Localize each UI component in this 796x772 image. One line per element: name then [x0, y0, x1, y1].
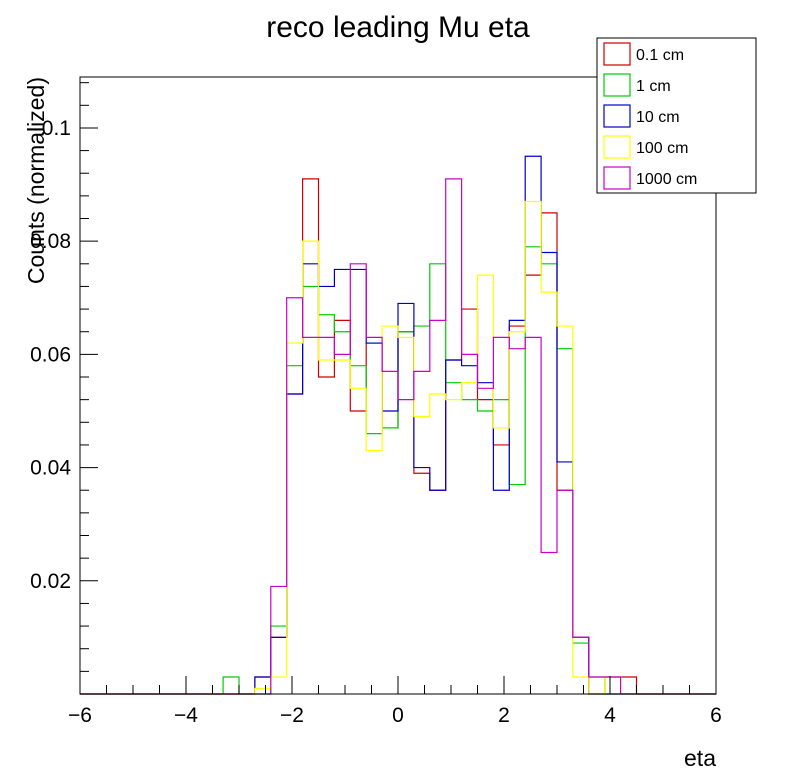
- x-tick-label: 6: [710, 704, 722, 727]
- legend-label: 1 cm: [636, 78, 671, 95]
- x-tick-label: 2: [498, 704, 510, 727]
- legend-swatch: [603, 135, 631, 159]
- plot-frame: [79, 76, 717, 695]
- series-line-0: [80, 178, 716, 695]
- legend-label: 100 cm: [636, 140, 688, 157]
- x-tick-labels: −6 −4 −2 0 2 4 6: [68, 704, 722, 727]
- x-tick-label: −4: [174, 704, 198, 727]
- y-tick-label: 0.08: [30, 230, 71, 253]
- series-lines: [80, 155, 716, 695]
- chart-title: reco leading Mu eta: [266, 11, 530, 44]
- legend-label: 0.1 cm: [636, 47, 684, 64]
- y-tick-labels: 0.02 0.04 0.06 0.08 0.1: [30, 117, 71, 593]
- x-tick-label: 4: [604, 704, 616, 727]
- x-axis-label: eta: [684, 745, 716, 771]
- x-tick-label: 0: [392, 704, 404, 727]
- series-line-4: [80, 178, 716, 695]
- legend-swatch: [603, 73, 631, 97]
- y-tick-label: 0.04: [30, 457, 71, 480]
- x-tick-label: −2: [280, 704, 304, 727]
- legend-swatch: [603, 166, 631, 190]
- x-tick-label: −6: [68, 704, 92, 727]
- legend-swatch: [603, 42, 631, 66]
- y-tick-label: 0.06: [30, 343, 71, 366]
- series-line-3: [80, 200, 716, 695]
- legend-swatch: [603, 104, 631, 128]
- y-tick-label: 0.02: [30, 570, 71, 593]
- y-tick-label: 0.1: [42, 117, 71, 140]
- legend-label: 10 cm: [636, 109, 680, 126]
- legend: 0.1 cm 1 cm 10 cm 100 cm 1000 cm: [596, 37, 757, 194]
- y-axis-label: Counts (normalized): [23, 77, 49, 284]
- legend-label: 1000 cm: [636, 171, 697, 188]
